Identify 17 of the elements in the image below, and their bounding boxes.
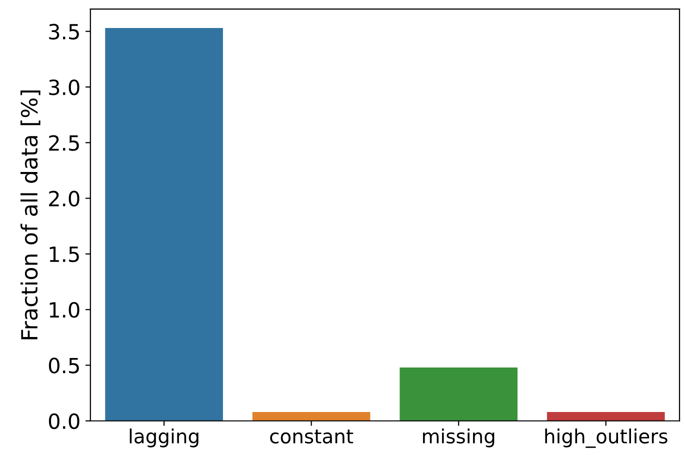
y-tick-label: 0.0 (48, 413, 80, 430)
x-tick-label: missing (423, 428, 494, 448)
y-tick-label: 3.0 (49, 79, 80, 96)
y-tick-label: 3.5 (49, 24, 79, 40)
x-tick-label: lagging (130, 428, 198, 448)
bar (252, 412, 370, 421)
x-tick-label: constant (270, 430, 354, 444)
y-tick-label: 2.5 (49, 135, 79, 151)
bar (105, 28, 223, 421)
y-axis-title: Fraction of all data [%] (20, 90, 40, 340)
y-tick-label: 1.5 (50, 246, 79, 262)
bar (546, 412, 665, 421)
y-tick-label: 0.5 (48, 358, 79, 374)
x-tick-label: high_outliers (545, 428, 668, 448)
y-tick-label: 2.0 (49, 190, 80, 207)
bar (400, 367, 518, 421)
y-tick-label: 1.0 (50, 302, 80, 318)
